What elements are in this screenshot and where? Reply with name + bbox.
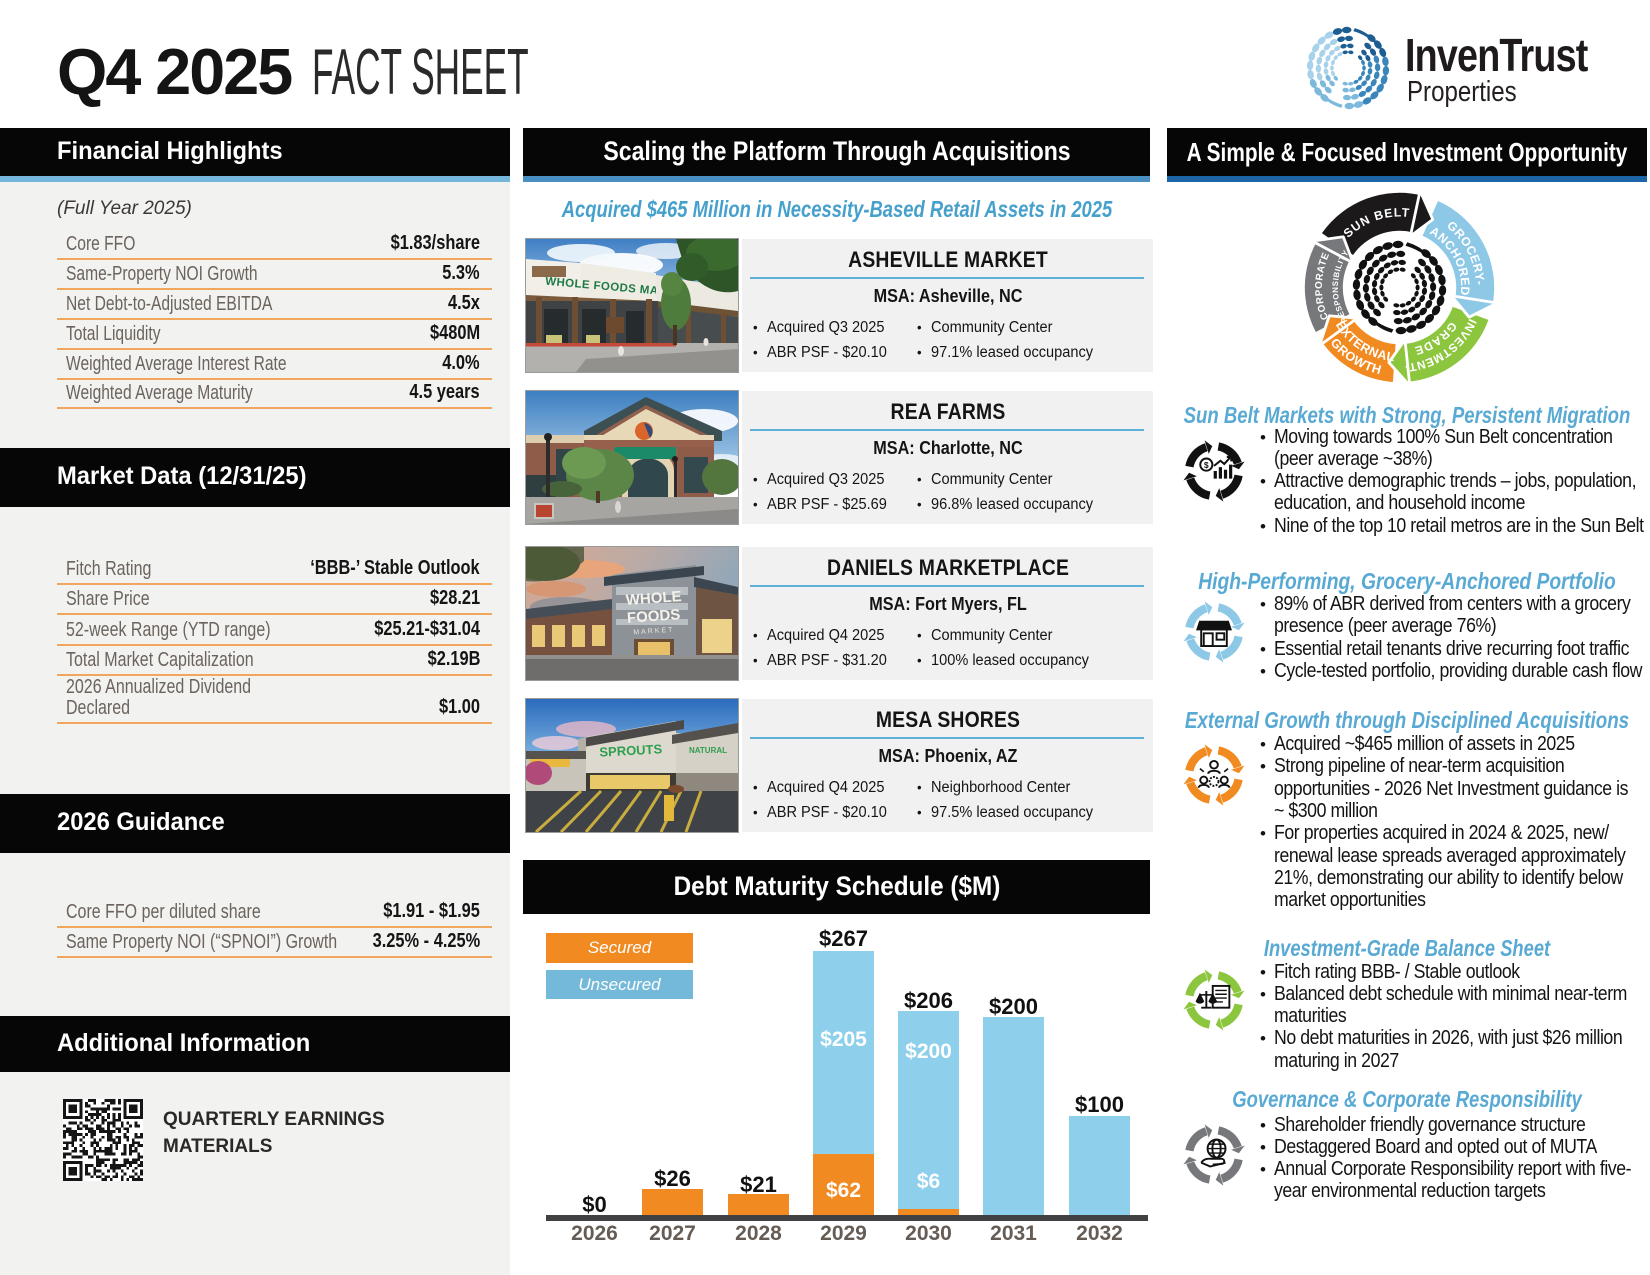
svg-text:MARKET: MARKET — [633, 627, 675, 637]
svg-text:WHOLE: WHOLE — [625, 588, 682, 609]
svg-text:NATURAL: NATURAL — [689, 746, 727, 755]
svg-text:$: $ — [1204, 460, 1209, 470]
svg-text:SPROUTS: SPROUTS — [599, 741, 663, 759]
svg-text:FOODS: FOODS — [626, 606, 680, 627]
